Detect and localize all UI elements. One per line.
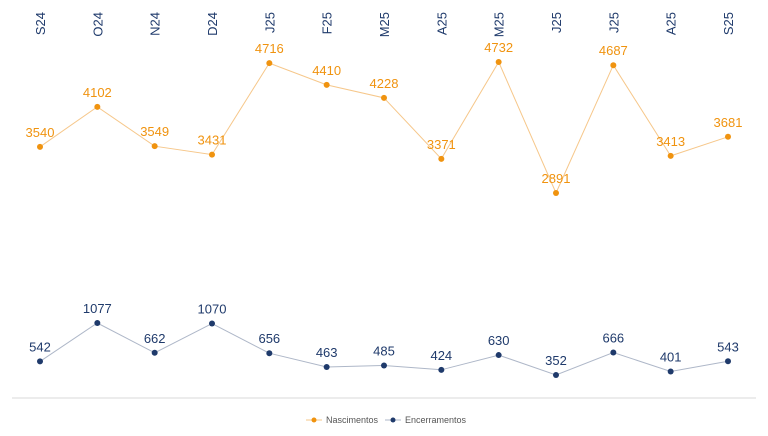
data-point	[266, 60, 273, 67]
data-point	[151, 143, 158, 150]
data-point	[209, 320, 215, 327]
data-label: 401	[660, 349, 682, 364]
data-label: 3681	[714, 115, 743, 130]
data-label: 3413	[656, 134, 685, 149]
data-label: 3549	[140, 124, 169, 139]
data-point	[151, 349, 158, 356]
x-tick-label: M25	[492, 12, 507, 37]
data-label: 3371	[427, 137, 456, 152]
data-label: 4102	[83, 85, 112, 100]
x-tick-label: S24	[33, 12, 48, 35]
data-point	[94, 320, 101, 326]
data-point	[381, 362, 387, 369]
x-tick-label: A25	[434, 12, 449, 35]
data-label: 463	[316, 345, 338, 360]
data-label: 1070	[198, 302, 227, 317]
data-label: 4410	[312, 63, 341, 78]
legend-label: Encerramentos	[405, 415, 467, 425]
data-point	[438, 366, 445, 373]
legend: Nascimentos Encerramentos	[306, 415, 467, 425]
data-label: 4732	[484, 40, 513, 55]
data-point	[266, 350, 273, 357]
x-tick-label: J25	[606, 12, 621, 33]
data-point	[667, 152, 674, 159]
data-label: 1077	[83, 301, 112, 316]
data-label: 543	[717, 339, 739, 354]
data-point	[37, 143, 43, 150]
data-point	[209, 151, 215, 158]
data-point	[725, 133, 731, 140]
data-label: 666	[602, 330, 624, 345]
legend-item: Nascimentos	[306, 415, 379, 425]
data-label: 4716	[255, 41, 284, 56]
data-point	[610, 62, 617, 69]
legend-marker	[390, 417, 396, 423]
data-point	[438, 155, 445, 162]
data-point	[323, 364, 330, 371]
data-label: 4228	[370, 76, 399, 91]
x-tick-label: A25	[664, 12, 679, 35]
data-point	[610, 349, 617, 356]
x-tick-label: F25	[320, 12, 335, 34]
series-lines	[39, 60, 729, 376]
series-points	[37, 59, 731, 378]
data-label: 485	[373, 343, 395, 358]
x-tick-label: D24	[205, 12, 220, 36]
data-point	[323, 81, 330, 88]
data-point	[667, 368, 674, 375]
data-label: 630	[488, 333, 510, 348]
x-axis-ticks: S24 O24 N24 D24 J25 F25 M25 A25 M25 J25 J25 A25 S25	[33, 12, 736, 37]
data-label: 4687	[599, 43, 628, 58]
x-tick-label: S25	[721, 12, 736, 35]
data-labels: 3540 4102 3549 3431 4716 4410 4228 3371 4732 2891…	[26, 40, 743, 368]
data-label: 662	[144, 331, 166, 346]
x-tick-label: M25	[377, 12, 392, 37]
legend-marker	[311, 417, 317, 423]
legend-item: Encerramentos	[385, 415, 467, 425]
data-label: 656	[258, 331, 280, 346]
data-label: 424	[430, 348, 452, 363]
data-label: 3431	[198, 133, 227, 148]
data-point	[495, 352, 502, 359]
data-point	[553, 372, 559, 378]
data-label: 2891	[542, 171, 571, 186]
data-point	[94, 103, 101, 110]
data-label: 352	[545, 353, 567, 368]
data-point	[495, 59, 502, 65]
data-label: 3540	[26, 125, 55, 140]
data-point	[381, 94, 387, 101]
data-point	[725, 358, 731, 365]
x-tick-label: J25	[549, 12, 564, 33]
data-point	[553, 190, 559, 196]
x-tick-label: J25	[262, 12, 277, 33]
legend-label: Nascimentos	[326, 415, 379, 425]
data-label: 542	[29, 339, 51, 354]
data-point	[37, 358, 43, 365]
x-tick-label: N24	[148, 12, 163, 36]
x-tick-label: O24	[90, 12, 105, 37]
